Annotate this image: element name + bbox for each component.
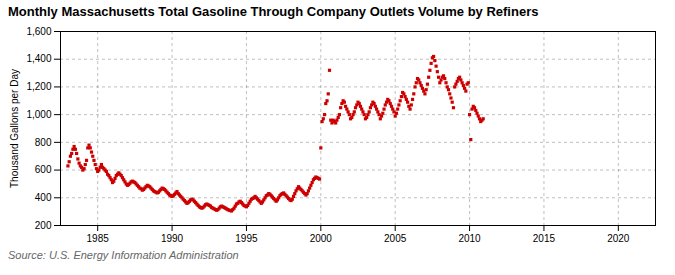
svg-text:800: 800 [35, 137, 52, 148]
svg-text:1,200: 1,200 [26, 81, 51, 92]
svg-text:2020: 2020 [607, 233, 630, 244]
svg-text:2000: 2000 [310, 233, 333, 244]
svg-text:1985: 1985 [87, 233, 110, 244]
svg-text:200: 200 [35, 220, 52, 231]
svg-text:1,600: 1,600 [26, 26, 51, 37]
svg-text:1,000: 1,000 [26, 109, 51, 120]
svg-text:400: 400 [35, 192, 52, 203]
svg-text:1995: 1995 [235, 233, 258, 244]
svg-text:1,400: 1,400 [26, 53, 51, 64]
html-text:Source: U.S. Energy Informatio: Source: U.S. Energy Information Administ… [8, 249, 239, 261]
svg-text:Thousand Gallons per Day: Thousand Gallons per Day [9, 69, 20, 188]
svg-text:1990: 1990 [161, 233, 184, 244]
svg-text:2005: 2005 [384, 233, 407, 244]
svg-text:600: 600 [35, 164, 52, 175]
svg-text:2010: 2010 [458, 233, 481, 244]
svg-text:2015: 2015 [533, 233, 556, 244]
html-text:Monthly Massachusetts Total Ga: Monthly Massachusetts Total Gasoline Thr… [8, 4, 539, 19]
